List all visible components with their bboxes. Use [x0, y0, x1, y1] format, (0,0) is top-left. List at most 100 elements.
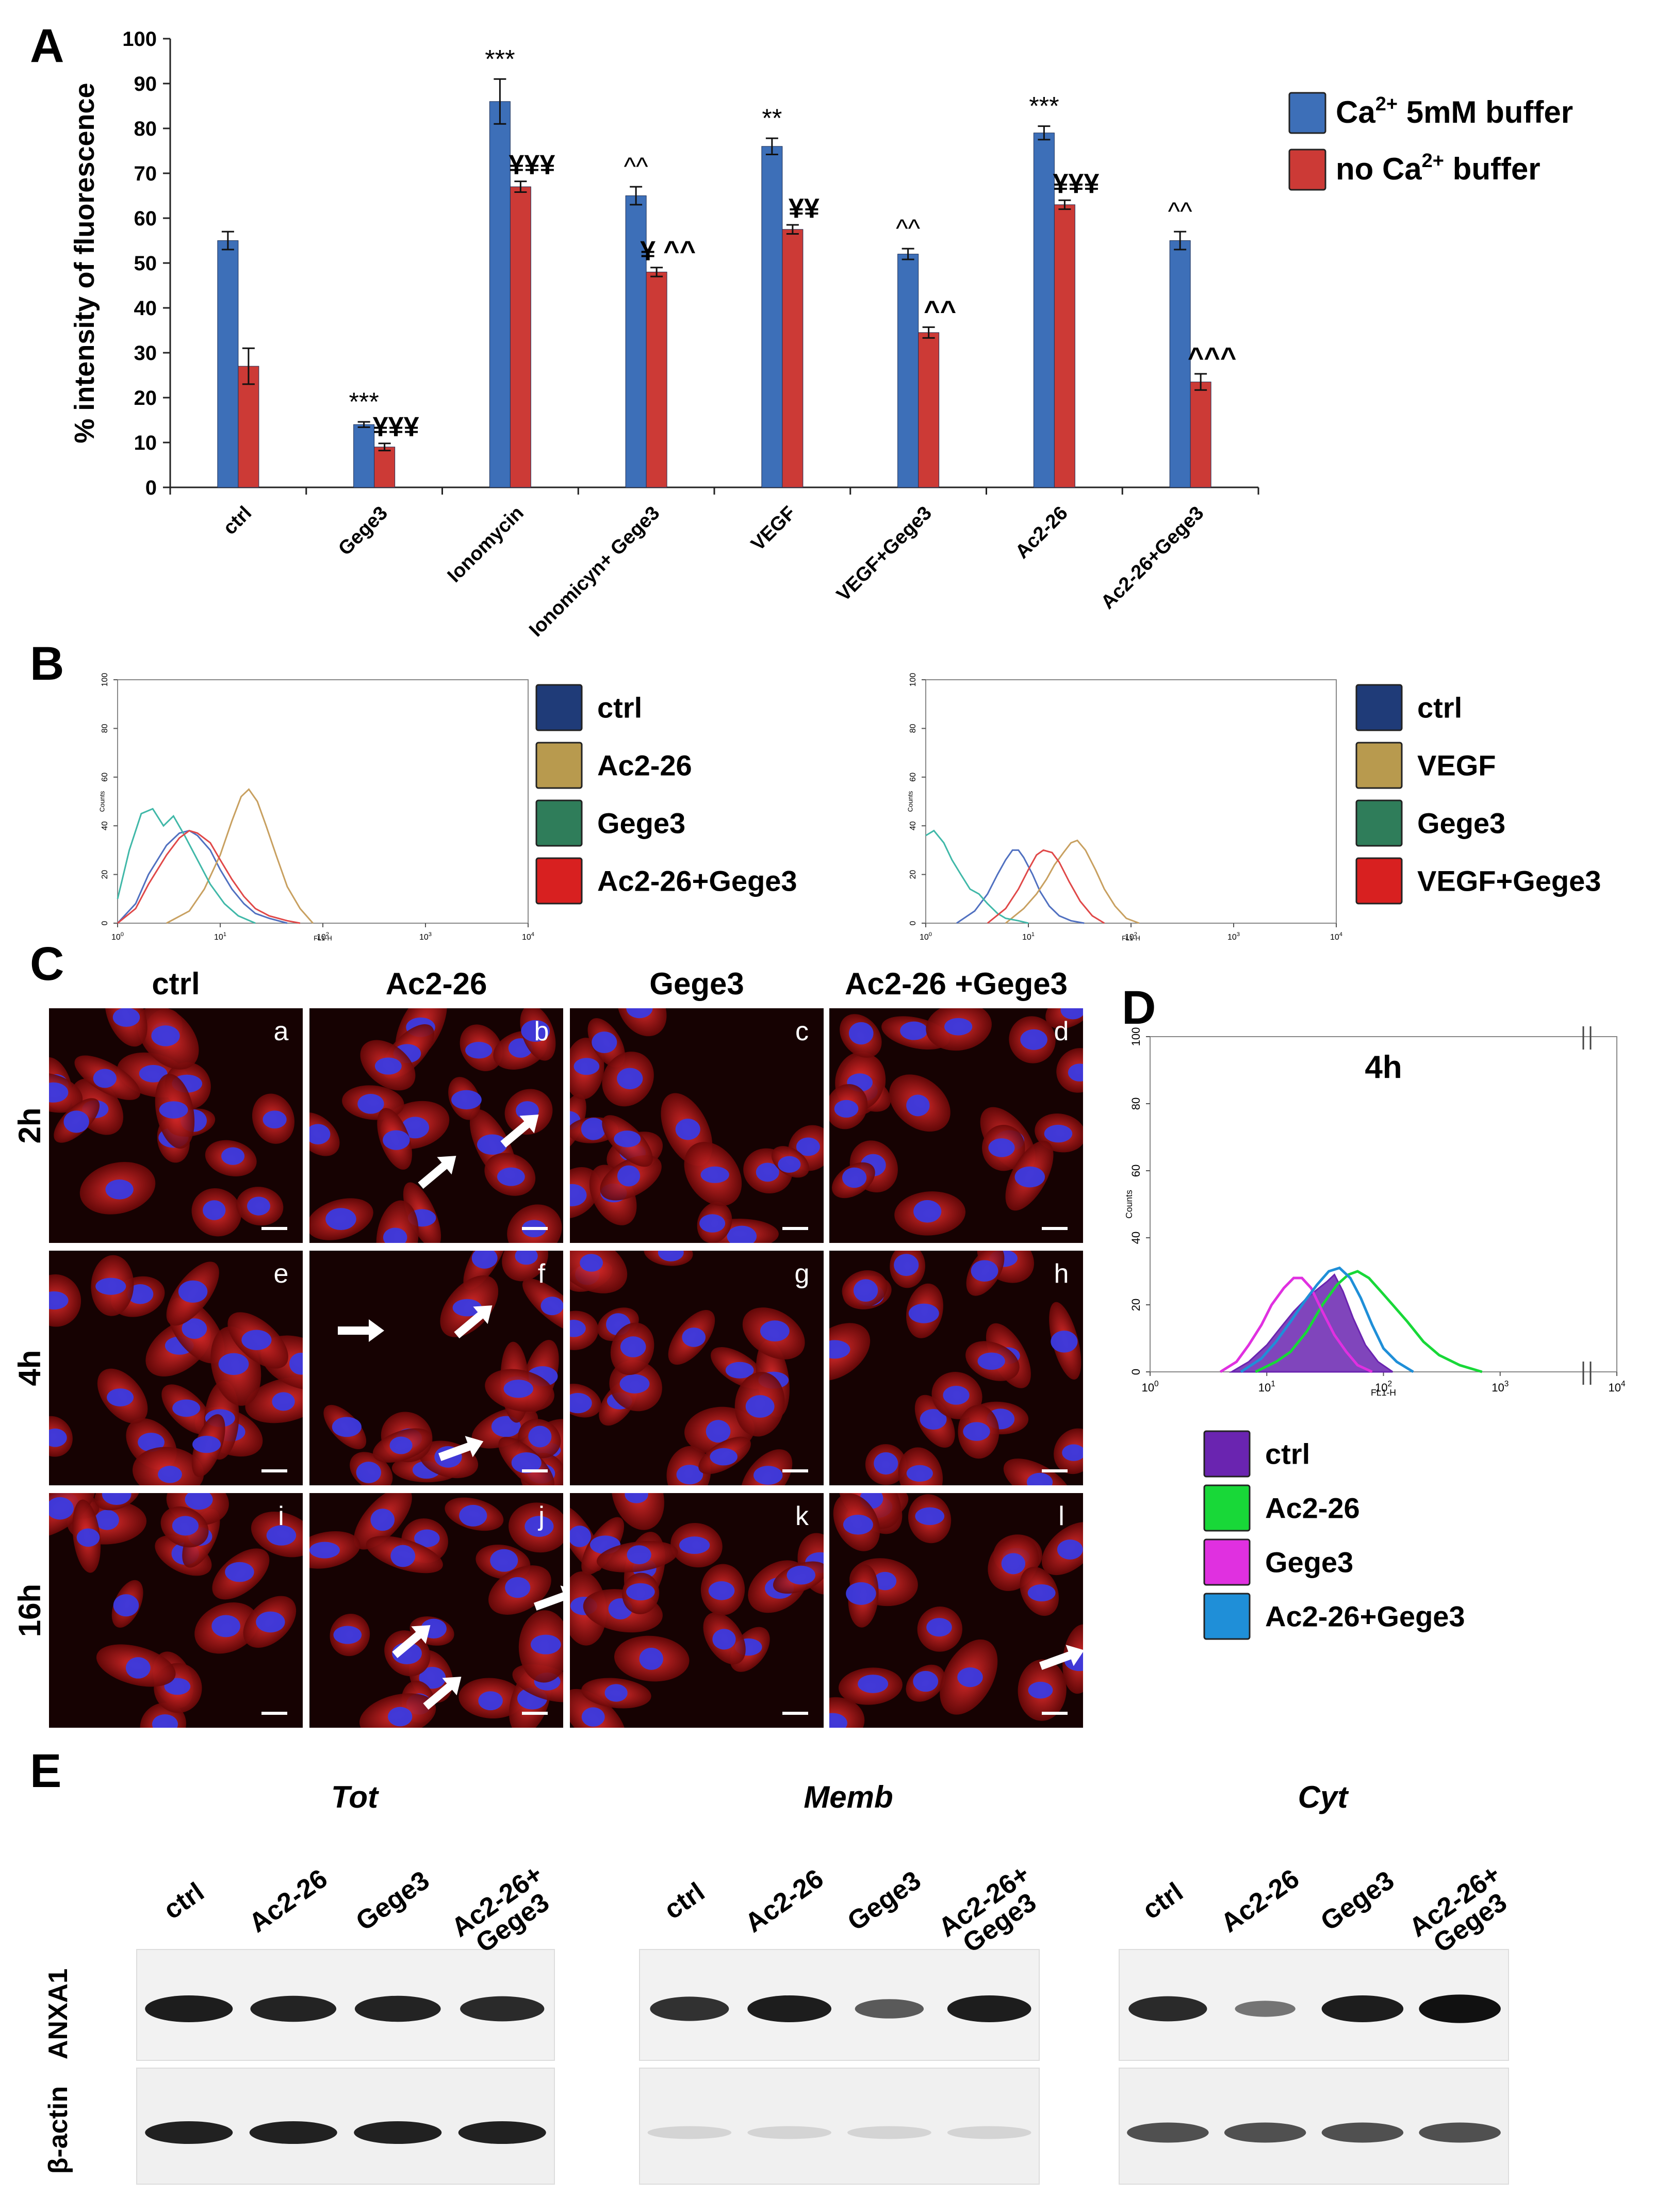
x-tick-label: 100	[920, 931, 932, 942]
y-tick-label: 40	[134, 297, 157, 320]
arrow-shape	[392, 1625, 431, 1659]
anxa1-band	[747, 1995, 831, 2022]
cell-nucleus	[977, 1352, 1005, 1370]
significance-label: ¥¥¥	[373, 412, 419, 443]
micrograph-column-label: Ac2-26 +Gege3	[845, 966, 1068, 1001]
cell-nucleus	[682, 1328, 706, 1347]
cell-nucleus	[760, 1320, 790, 1342]
cell-nucleus	[708, 1581, 735, 1600]
cell-nucleus	[745, 1395, 775, 1418]
significance-label: ***	[485, 44, 515, 73]
cell-nucleus	[95, 1510, 119, 1530]
arrow-marker	[338, 1319, 384, 1342]
cell-nucleus	[185, 1493, 213, 1510]
series-Gege3-line	[925, 829, 1029, 924]
cell-nucleus	[95, 1277, 126, 1295]
y-tick-label: 20	[1129, 1299, 1142, 1311]
cell-nucleus	[211, 1615, 240, 1637]
y-tick-label: 30	[134, 342, 157, 365]
y-tick-label: 80	[101, 724, 109, 733]
cell-nucleus	[829, 1340, 850, 1359]
cell-nucleus	[49, 1082, 69, 1103]
legend-label: Gege3	[597, 807, 685, 839]
cell-nucleus	[727, 1225, 757, 1243]
cell-nucleus	[1014, 1166, 1045, 1188]
arrow-shape	[338, 1319, 384, 1342]
cell-nucleus	[182, 1318, 207, 1339]
micrograph-panel: e	[49, 1251, 303, 1485]
legend-swatch	[1203, 1430, 1251, 1478]
cell-nucleus	[778, 1156, 801, 1173]
cell-nucleus	[471, 1251, 498, 1269]
cell-nucleus	[846, 1582, 876, 1605]
cell-nucleus	[93, 1069, 117, 1088]
legend-swatch	[535, 799, 583, 847]
micrograph-letter: e	[274, 1259, 289, 1289]
series-Gege3-line	[1219, 1276, 1373, 1373]
blot-lane-label: Ac2-26	[740, 1863, 829, 1938]
legend-swatch	[1355, 742, 1403, 789]
y-tick-label: 100	[101, 673, 109, 687]
cell-nucleus	[675, 1119, 700, 1140]
x-tick-label: Ac2-26	[1011, 502, 1072, 563]
cell-nucleus	[511, 1452, 542, 1473]
series-ctrl-line	[117, 829, 288, 924]
y-tick-label: 0	[909, 921, 917, 925]
micrograph-column-label: Ac2-26	[386, 966, 487, 1001]
bar	[489, 101, 511, 488]
micrograph-cells	[570, 1493, 824, 1728]
arrow-marker	[454, 1305, 493, 1339]
cell-nucleus	[1001, 1553, 1025, 1575]
series-Ac2-26-line	[166, 788, 314, 924]
cell-nucleus	[988, 1138, 1015, 1157]
cell-nucleus	[944, 1018, 973, 1036]
cell-nucleus	[172, 1399, 201, 1417]
arrow-marker	[500, 1115, 539, 1148]
cell-nucleus	[570, 1526, 591, 1547]
actin-band	[647, 2126, 732, 2139]
cell-nucleus	[620, 1336, 646, 1357]
micrograph-cells	[829, 1008, 1083, 1236]
cell-nucleus	[617, 1165, 641, 1187]
micrograph-panel: d	[829, 1008, 1083, 1243]
cell-nucleus	[619, 1374, 650, 1394]
cell-nucleus	[1057, 1539, 1083, 1560]
actin-band	[1419, 2122, 1501, 2143]
cell-nucleus	[309, 1542, 340, 1559]
cell-nucleus	[419, 1667, 446, 1689]
cell-nucleus	[920, 1409, 947, 1430]
cell-nucleus	[573, 1058, 600, 1075]
x-tick-label: 101	[1258, 1380, 1275, 1394]
cell-nucleus	[452, 1299, 482, 1317]
x-axis-label: FL1-H	[1371, 1387, 1396, 1398]
cell-nucleus	[658, 1251, 684, 1261]
x-tick-label: 103	[1227, 931, 1240, 942]
y-tick-label: 60	[909, 773, 917, 782]
blot-lane-label: Gege3	[842, 1865, 926, 1937]
cell-nucleus	[112, 1008, 140, 1027]
y-tick-label: 40	[1129, 1232, 1142, 1244]
panel-letter: B	[30, 637, 64, 690]
micrograph-panel: k	[570, 1493, 824, 1728]
cell-nucleus	[604, 1684, 628, 1702]
cell-nucleus	[786, 1565, 815, 1585]
cell-nucleus	[107, 1388, 134, 1406]
micrograph-letter: f	[538, 1259, 546, 1289]
y-tick-label: 90	[134, 73, 157, 95]
micrograph-panel: l	[829, 1493, 1085, 1728]
legend-swatch	[1355, 684, 1403, 731]
cell-nucleus	[617, 1068, 643, 1090]
x-tick-label: 101	[214, 931, 226, 942]
anxa1-band	[1235, 2001, 1296, 2017]
blot-group-title: Tot	[331, 1780, 380, 1814]
micrograph-panel: b	[309, 1008, 563, 1243]
cell-nucleus	[639, 1647, 663, 1670]
blot-row-label: ANXA1	[43, 1969, 73, 2059]
micrograph-letter: a	[274, 1017, 289, 1046]
cell-nucleus	[1026, 1472, 1053, 1485]
cell-nucleus	[913, 1670, 939, 1692]
y-tick-label: 0	[101, 921, 109, 925]
